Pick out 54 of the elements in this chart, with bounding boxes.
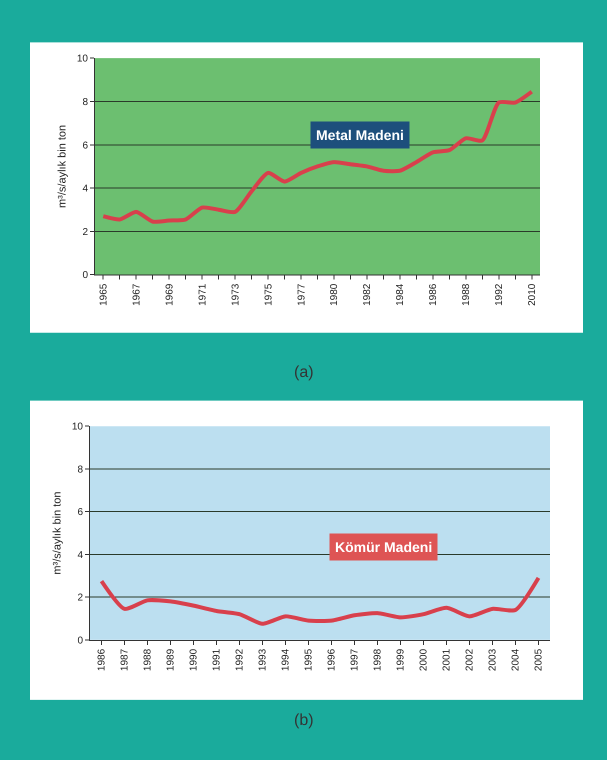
x-tick-label: 1993 <box>258 648 269 672</box>
y-tick-label: 2 <box>82 226 88 238</box>
line-series <box>101 90 534 224</box>
x-tick-label: 1977 <box>296 283 308 306</box>
x-tick-label: 1989 <box>166 648 177 672</box>
x-tick-label: 2004 <box>510 648 522 672</box>
y-tick-label: 6 <box>82 140 88 152</box>
x-tick-label: 1999 <box>396 648 407 672</box>
x-tick-label: 2010 <box>527 283 538 306</box>
x-tick-label: 1991 <box>212 648 223 672</box>
x-tick-label: 1988 <box>142 648 154 672</box>
y-tick-label: 2 <box>77 592 84 604</box>
x-tick-label: 1998 <box>372 648 384 672</box>
x-tick-label: 1995 <box>304 648 315 672</box>
y-tick-label: 4 <box>82 184 88 195</box>
x-tick-label: 1984 <box>395 283 406 306</box>
x-tick-label: 1967 <box>131 283 142 306</box>
y-tick-label: 10 <box>72 422 84 433</box>
y-tick-label: 0 <box>77 635 84 646</box>
text: (b) <box>294 712 314 729</box>
x-tick-label: 1987 <box>120 648 131 672</box>
x-tick-label: 2001 <box>442 648 453 672</box>
text: (a) <box>294 364 314 381</box>
y-tick-label: 8 <box>77 464 84 476</box>
y-axis-title: m³/s/aylık bin ton <box>52 491 64 575</box>
x-tick-label: 1986 <box>428 283 440 306</box>
x-tick-label: 1975 <box>263 283 274 306</box>
x-tick-label: 1965 <box>98 283 110 306</box>
line-series <box>100 576 540 626</box>
x-tick-label: 1992 <box>494 283 506 306</box>
y-axis-title: m³/s/aylık bin ton <box>56 124 69 208</box>
x-tick-label: 1988 <box>461 283 472 306</box>
annotation: Kömür Madeni <box>335 539 432 555</box>
y-tick-label: 10 <box>76 54 88 65</box>
x-tick-label: 2005 <box>534 648 545 672</box>
y-tick-label: 0 <box>82 270 88 282</box>
x-tick-label: 1992 <box>234 648 246 672</box>
y-tick-label: 6 <box>77 507 84 518</box>
y-tick-label: 4 <box>77 550 84 561</box>
x-tick-label: 1990 <box>188 648 200 672</box>
x-tick-label: 2003 <box>488 648 499 672</box>
annotation: Metal Madeni <box>316 127 404 143</box>
y-tick-label: 8 <box>82 96 88 108</box>
x-tick-label: 1982 <box>362 283 374 306</box>
x-tick-label: 1997 <box>350 648 361 672</box>
x-tick-label: 1994 <box>280 648 292 672</box>
x-tick-label: 2000 <box>418 648 430 672</box>
x-tick-label: 2002 <box>464 648 476 672</box>
x-tick-label: 1996 <box>326 648 338 672</box>
x-tick-label: 1980 <box>329 283 340 306</box>
x-tick-label: 1973 <box>230 283 242 306</box>
x-tick-label: 1986 <box>96 648 108 672</box>
x-tick-label: 1969 <box>164 283 176 306</box>
x-tick-label: 1971 <box>197 283 208 306</box>
